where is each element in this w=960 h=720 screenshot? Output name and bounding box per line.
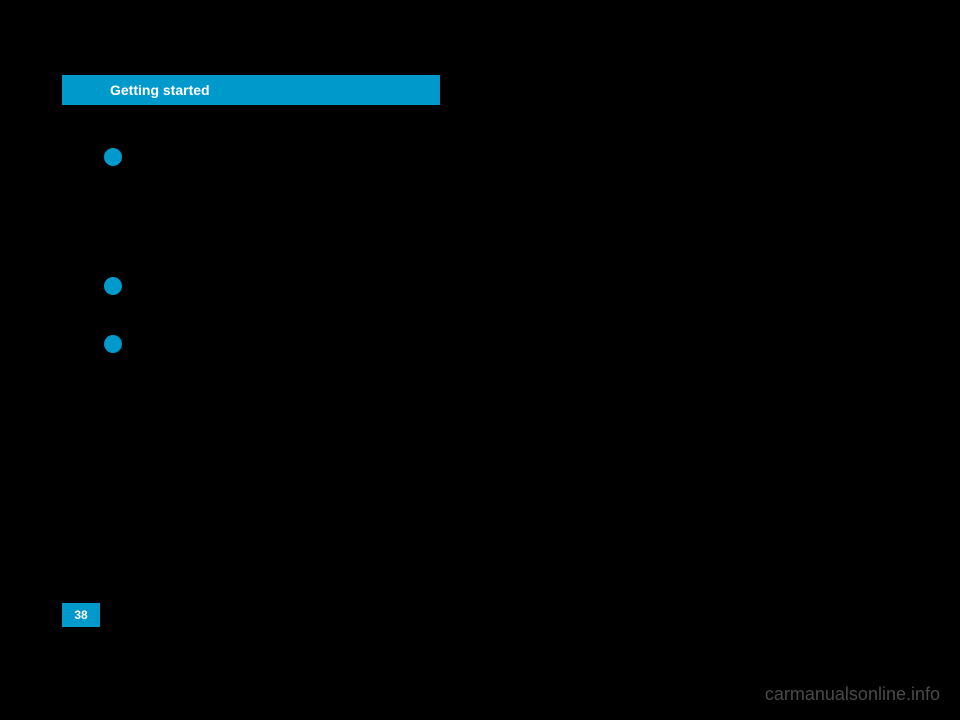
bullet-icon [104, 335, 122, 353]
bullet-icon [104, 148, 122, 166]
bullet-icon [104, 277, 122, 295]
page-number: 38 [74, 608, 87, 622]
watermark-text: carmanualsonline.info [765, 684, 940, 705]
section-title: Getting started [110, 82, 210, 98]
section-header-bar: Getting started [62, 75, 440, 105]
page-number-badge: 38 [62, 603, 100, 627]
